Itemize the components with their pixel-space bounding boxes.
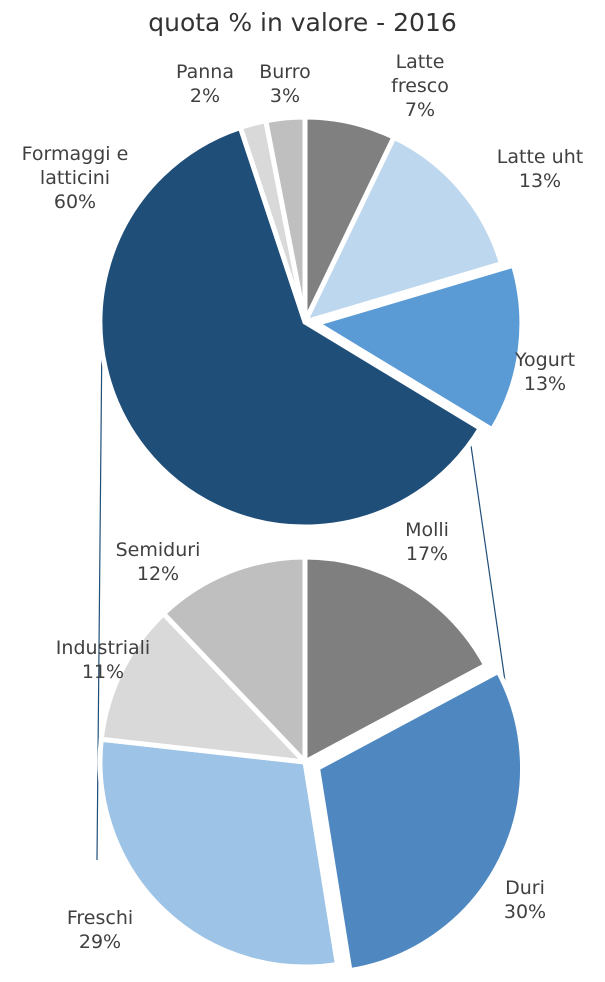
slice-name: Semiduri [115, 539, 201, 561]
slice-label: Latte fresco 7% [375, 50, 465, 122]
slice-name: Industriali [55, 637, 151, 659]
slice-value: 29% [78, 931, 122, 953]
pie-slice [302, 134, 505, 325]
slice-name: Molli [405, 519, 449, 541]
slice-value: 60% [53, 191, 97, 213]
slice-name: Yogurt [514, 349, 576, 371]
slice-value: 11% [81, 661, 125, 683]
pie-slice [98, 611, 308, 765]
slice-label: Yogurt 13% [495, 348, 595, 396]
chart-title: quota % in valore - 2016 [148, 8, 457, 37]
slice-label: Industriali 11% [38, 636, 168, 684]
slice-value: 13% [523, 373, 567, 395]
slice-label: Panna 2% [170, 60, 240, 108]
pie-slice [97, 736, 340, 970]
slice-name: Burro [259, 61, 311, 83]
slice-value: 2% [189, 85, 221, 107]
slice-label: Latte uht 13% [475, 145, 605, 193]
slice-name: Panna [176, 61, 234, 83]
slice-name: Formaggi e latticini [21, 143, 129, 189]
slice-name: Latte fresco [391, 51, 449, 97]
slice-name: Freschi [66, 907, 134, 929]
slice-label: Burro 3% [250, 60, 320, 108]
pie-slice [302, 554, 489, 765]
slice-value: 12% [136, 563, 180, 585]
slice-label: Formaggi e latticini 60% [5, 142, 145, 214]
slice-value: 13% [518, 170, 562, 192]
pie-slice [97, 124, 483, 530]
pie-slice [263, 114, 308, 325]
slice-label: Duri 30% [480, 876, 570, 924]
pie-slice [314, 262, 525, 433]
slice-value: 17% [405, 543, 449, 565]
slice-label: Semiduri 12% [103, 538, 213, 586]
slice-name: Latte uht [496, 146, 584, 168]
slice-name: Duri [505, 877, 545, 899]
slice-label: Freschi 29% [50, 906, 150, 954]
pie-slice [161, 554, 308, 765]
slice-value: 30% [503, 901, 547, 923]
slice-value: 7% [404, 99, 436, 121]
pie-slice [315, 668, 525, 974]
slice-value: 3% [269, 85, 301, 107]
slice-label: Molli 17% [382, 518, 472, 566]
